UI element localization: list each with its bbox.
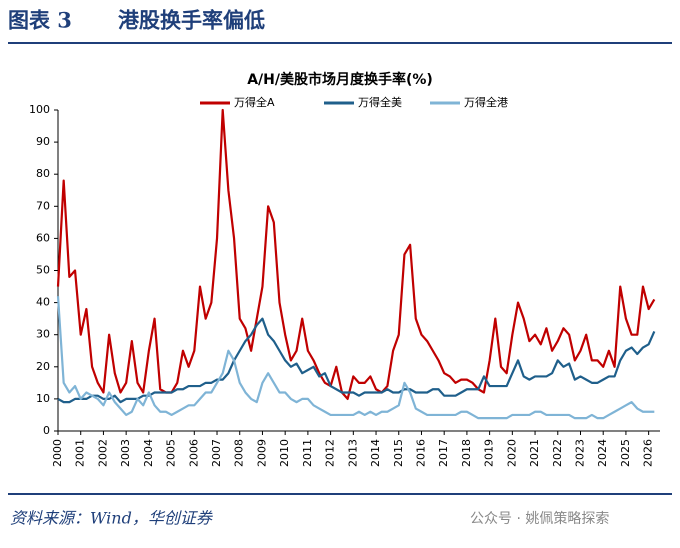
x-tick-label: 2023: [573, 439, 586, 467]
x-tick-label: 2003: [119, 439, 132, 467]
x-tick-label: 2014: [369, 439, 382, 467]
x-tick-label: 2015: [392, 439, 405, 467]
x-tick-label: 2018: [460, 439, 473, 467]
x-tick-label: 2026: [642, 439, 655, 467]
y-tick-label: 20: [36, 360, 50, 373]
figure-label: 图表 3: [8, 8, 72, 33]
x-tick-label: 2008: [233, 439, 246, 467]
figure-title: 港股换手率偏低: [118, 8, 265, 33]
x-tick-label: 2006: [187, 439, 200, 467]
x-tick-label: 2007: [210, 439, 223, 467]
x-tick-label: 2004: [142, 439, 155, 467]
x-tick-label: 2017: [437, 439, 450, 467]
series-line: [57, 317, 656, 404]
x-tick-label: 2001: [74, 439, 87, 467]
x-tick-label: 2009: [255, 439, 268, 467]
x-tick-label: 2019: [483, 439, 496, 467]
x-tick-label: 2010: [278, 439, 291, 467]
legend-label: 万得全美: [358, 95, 402, 109]
plot: 0 10 20 30 40 50 60 70 80 90 100 2000 2001 2002 2003 20…: [29, 95, 660, 467]
x-tick-label: 2020: [505, 439, 518, 467]
y-tick-label: 40: [36, 296, 50, 309]
y-tick-label: 50: [36, 264, 50, 277]
x-tick-label: 2012: [324, 439, 337, 467]
legend-label: 万得全港: [464, 95, 508, 109]
y-tick-label: 70: [36, 199, 50, 212]
series-line: [56, 108, 656, 400]
y-tick-label: 80: [36, 167, 50, 180]
chart-title: A/H/美股市场月度换手率(%): [247, 71, 433, 88]
x-tick-label: 2016: [414, 439, 427, 467]
y-tick-label: 0: [43, 424, 50, 437]
legend-label: 万得全A: [234, 95, 275, 109]
source-note: 资料来源：Wind，华创证券: [10, 509, 214, 528]
y-tick-label: 100: [29, 103, 50, 116]
x-tick-label: 2002: [96, 439, 109, 467]
y-tick-label: 90: [36, 135, 50, 148]
x-tick-label: 2025: [619, 439, 632, 467]
x-tick-label: 2013: [346, 439, 359, 467]
y-tick-label: 30: [36, 328, 50, 341]
x-tick-label: 2011: [301, 439, 314, 467]
x-tick-label: 2000: [51, 439, 64, 467]
x-tick-label: 2024: [596, 439, 609, 467]
watermark: 公众号 · 姚佩策略探索: [470, 510, 609, 527]
x-tick-label: 2021: [528, 439, 541, 467]
series-line: [56, 296, 655, 420]
x-tick-label: 2005: [165, 439, 178, 467]
y-tick-label: 10: [36, 392, 50, 405]
x-tick-label: 2022: [551, 439, 564, 467]
y-tick-label: 60: [36, 231, 50, 244]
